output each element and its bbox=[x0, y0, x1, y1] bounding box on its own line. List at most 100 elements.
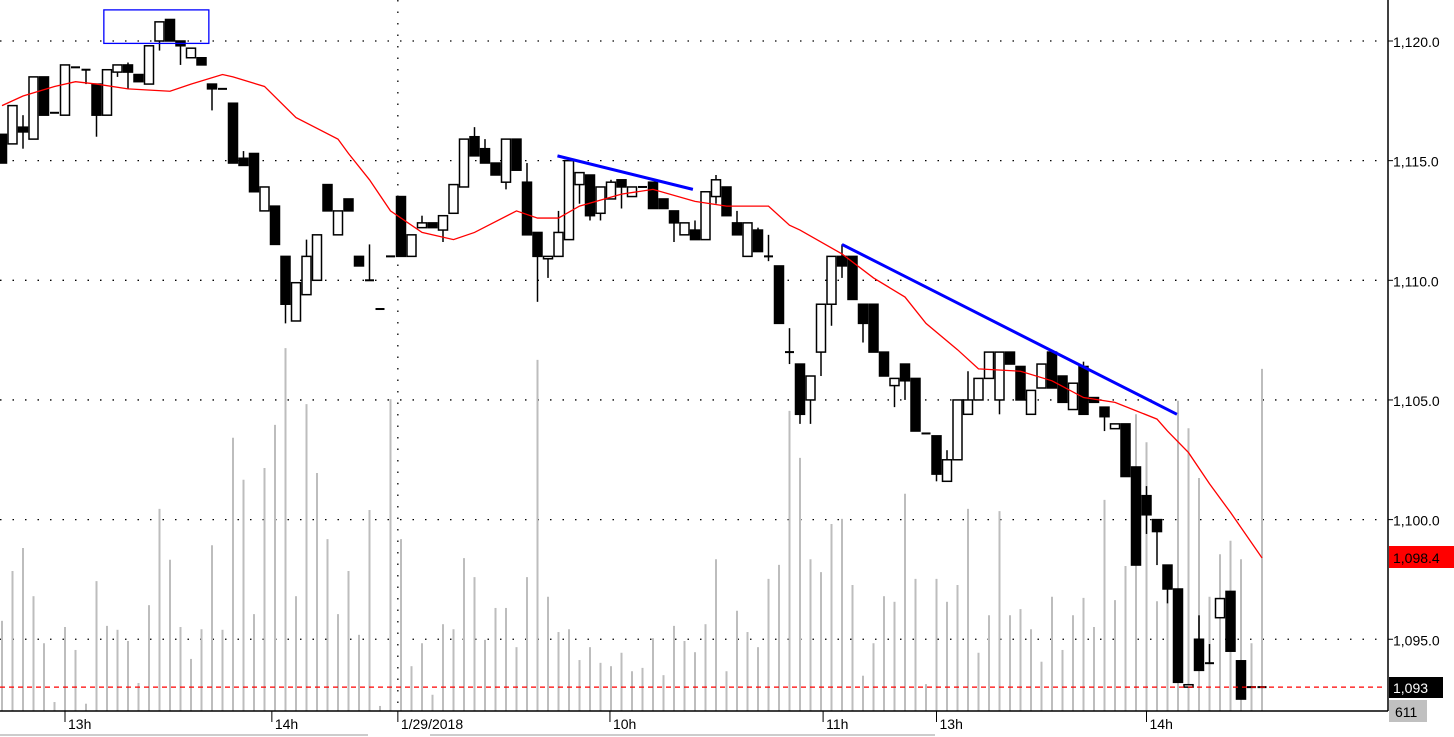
ma-value-label: 1,098.4 bbox=[1393, 550, 1440, 566]
candle-body-down bbox=[322, 183, 333, 212]
candle-body-up bbox=[941, 459, 953, 483]
candle-body-down bbox=[847, 255, 858, 301]
candle-body-down bbox=[17, 126, 29, 133]
candle-body-up bbox=[983, 351, 995, 380]
x-tick-label: 14h bbox=[1150, 716, 1173, 732]
last-price-label: 1,093 bbox=[1393, 680, 1428, 696]
candle-body-up bbox=[185, 47, 197, 59]
candle-body-down bbox=[427, 222, 438, 229]
candle-body-down bbox=[1015, 365, 1026, 401]
candle-body-down bbox=[521, 181, 533, 236]
candle-body-up bbox=[301, 255, 312, 296]
candle-body-down bbox=[511, 138, 522, 171]
y-tick-label: 1,115.0 bbox=[1393, 154, 1439, 170]
moving-average-line bbox=[1, 73, 1263, 559]
candle-body-down bbox=[899, 363, 911, 382]
candle-body-up bbox=[143, 45, 155, 85]
candle-body-down bbox=[1162, 564, 1173, 590]
candle-body-down bbox=[1235, 660, 1247, 700]
candle-body-down bbox=[248, 152, 260, 193]
x-tick-label: 1/29/2018 bbox=[401, 716, 463, 732]
candle-body-up bbox=[679, 222, 690, 236]
candle-body-up bbox=[952, 399, 963, 461]
candle-body-up bbox=[815, 303, 827, 353]
candle-body-up bbox=[101, 68, 113, 116]
candle-body-down bbox=[1193, 638, 1205, 672]
volume-tag: 611 bbox=[1389, 700, 1427, 722]
candle-body-down bbox=[91, 83, 102, 116]
candle-body-down bbox=[857, 303, 869, 325]
candle-body-up bbox=[605, 181, 617, 200]
candle-body-down bbox=[1172, 588, 1184, 684]
candle-body-up bbox=[311, 234, 323, 282]
candle-body-up bbox=[742, 222, 753, 258]
candles bbox=[0, 18, 1267, 700]
x-tick-label: 13h bbox=[68, 716, 91, 732]
ma-value-tag: 1,098.4 bbox=[1389, 546, 1454, 568]
highlight-box bbox=[103, 9, 210, 45]
volume-value-label: 611 bbox=[1395, 704, 1418, 720]
candle-body-up bbox=[826, 255, 837, 305]
candle-body-up bbox=[889, 377, 900, 387]
candle-body-down bbox=[469, 135, 480, 157]
candle-body-down bbox=[1141, 494, 1152, 516]
candle-body-up bbox=[448, 183, 459, 215]
candle-body-up bbox=[259, 186, 270, 212]
candle-body-up bbox=[59, 64, 71, 116]
x-tick-label: 13h bbox=[940, 716, 963, 732]
candle-body-down bbox=[794, 363, 806, 416]
volume-bars bbox=[1, 348, 1263, 711]
candle-body-down bbox=[0, 133, 8, 164]
candle-body-down bbox=[931, 435, 942, 475]
candle-body-up bbox=[1025, 389, 1037, 416]
candle-body-down bbox=[1120, 423, 1131, 478]
candle-body-down bbox=[910, 377, 921, 432]
candle-body-up bbox=[154, 21, 165, 42]
candle-body-up bbox=[458, 138, 470, 188]
candle-body-down bbox=[196, 57, 207, 66]
candle-body-down bbox=[752, 229, 764, 253]
candle-body-up bbox=[416, 222, 428, 229]
y-tick-label: 1,110.0 bbox=[1393, 273, 1439, 289]
candle-body-up bbox=[805, 375, 816, 401]
candle-body-up bbox=[574, 171, 585, 186]
candle-body-down bbox=[1057, 375, 1068, 404]
candle-body-down bbox=[343, 198, 354, 212]
candle-body-up bbox=[1067, 382, 1079, 411]
candle-body-up bbox=[406, 234, 417, 258]
candle-body-down bbox=[1078, 365, 1089, 416]
candle-body-up bbox=[700, 191, 711, 241]
candle-body-down bbox=[658, 198, 669, 210]
candle-body-up bbox=[553, 231, 564, 258]
candle-body-down bbox=[668, 210, 680, 224]
y-tick-label: 1,105.0 bbox=[1393, 393, 1440, 409]
trendline bbox=[841, 243, 1178, 416]
y-tick-label: 1,120.0 bbox=[1393, 34, 1440, 50]
candle-body-up bbox=[500, 138, 512, 183]
candle-body-up bbox=[7, 104, 18, 145]
candle-body-down bbox=[868, 303, 879, 353]
x-axis-labels: 13h 14h 1/29/2018 10h 11h 13h 14h bbox=[64, 711, 1173, 732]
y-axis-labels: 1,120.0 1,115.0 1,110.0 1,105.0 1,100.0 1,095… bbox=[1388, 34, 1440, 648]
candle-body-down bbox=[616, 179, 627, 188]
candle-body-down bbox=[38, 76, 50, 116]
candle-body-up bbox=[1214, 597, 1226, 619]
x-tick-label: 10h bbox=[613, 716, 636, 732]
candle-body-down bbox=[584, 174, 596, 217]
candle-body-down bbox=[227, 102, 239, 164]
candle-body-down bbox=[1099, 406, 1110, 418]
candle-body-up bbox=[1109, 423, 1121, 430]
candle-body-down bbox=[532, 231, 543, 258]
candle-body-down bbox=[395, 195, 407, 258]
candle-body-up bbox=[542, 255, 554, 260]
candle-body-down bbox=[1130, 466, 1142, 566]
candle-body-down bbox=[731, 222, 743, 236]
overlays bbox=[0, 9, 1386, 688]
candle-body-up bbox=[710, 179, 722, 198]
candle-body-down bbox=[490, 162, 501, 176]
x-tick-label: 14h bbox=[275, 716, 298, 732]
candle-body-down bbox=[479, 147, 491, 164]
trendline bbox=[557, 154, 694, 191]
y-tick-label: 1,100.0 bbox=[1393, 513, 1440, 529]
candle-body-down bbox=[238, 157, 249, 167]
